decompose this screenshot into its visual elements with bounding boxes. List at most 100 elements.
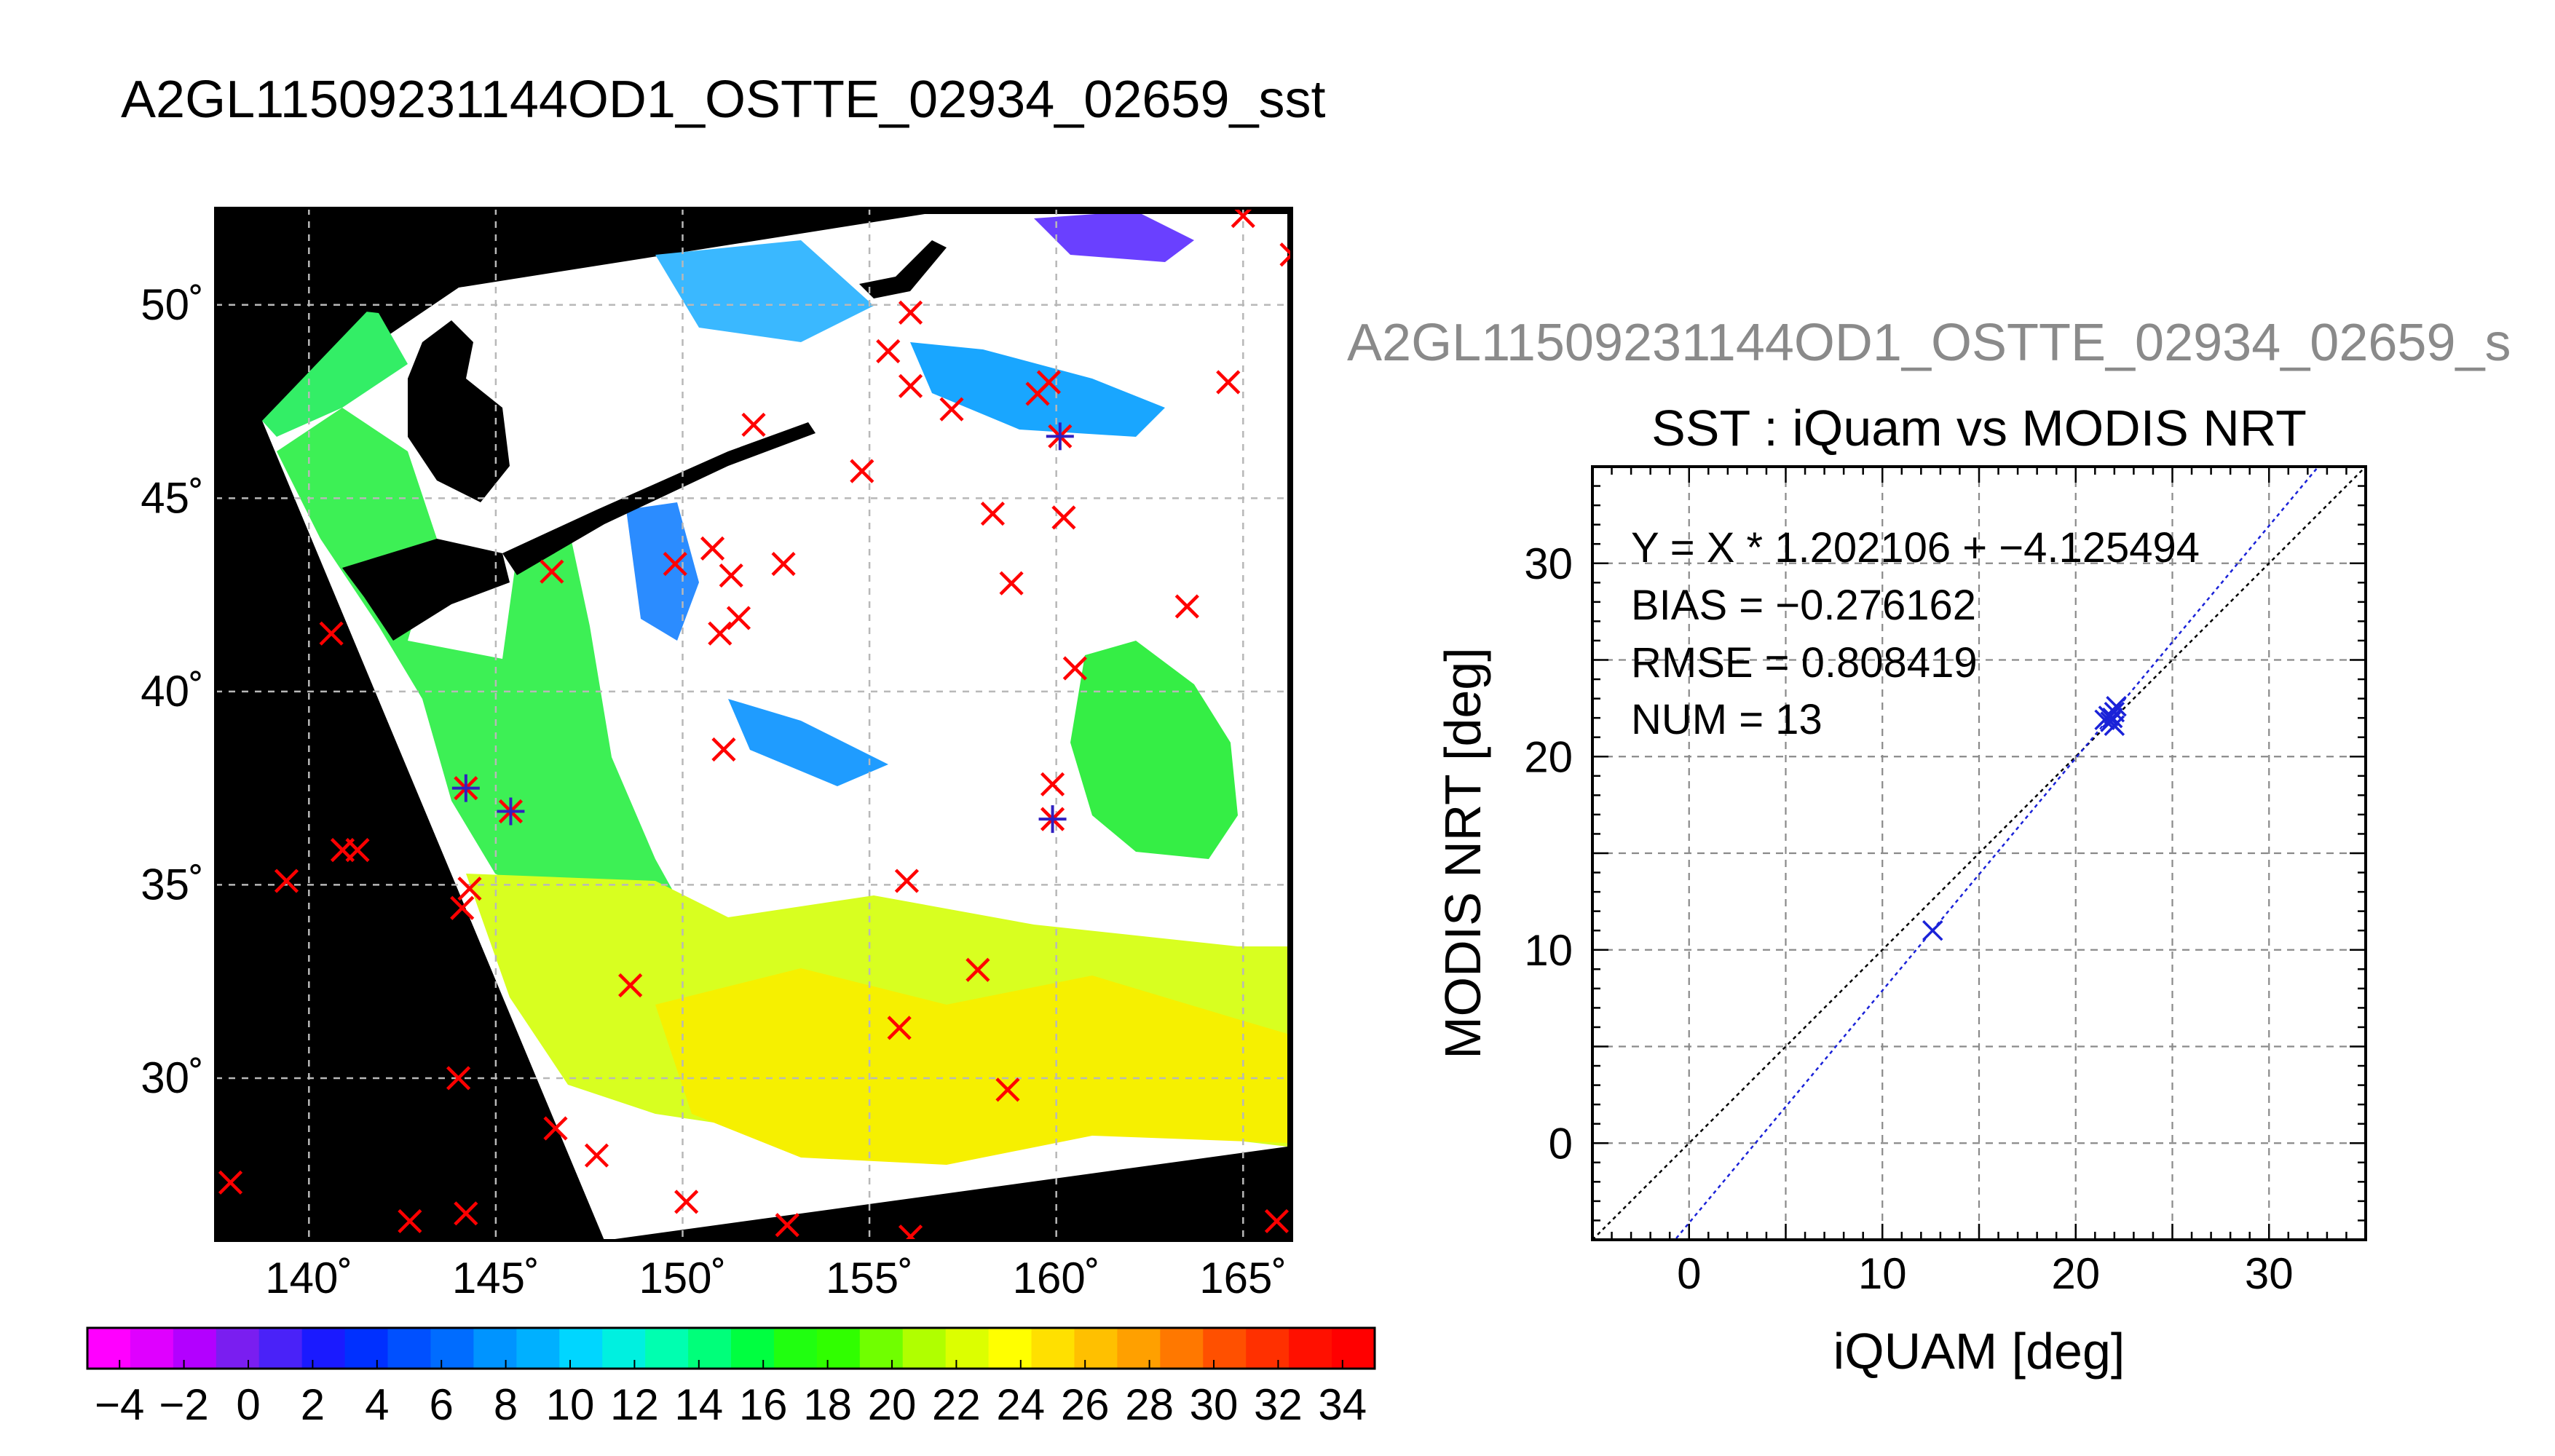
map-point-marker [1264, 1208, 1290, 1234]
colorbar-tick-label: 10 [546, 1380, 595, 1429]
scatter-x-tick-label: 30 [2245, 1249, 2294, 1298]
map-x-tick-label: 155˚ [826, 1254, 913, 1302]
colorbar-cell [216, 1328, 260, 1369]
scatter-lines [1592, 467, 2366, 1240]
colorbar-frame [86, 1326, 1376, 1370]
scatter-x-tick-label: 10 [1858, 1249, 1907, 1298]
scatter-title: SST : iQuam vs MODIS NRT [1651, 400, 2307, 456]
map-point-marker [345, 838, 370, 863]
page-title: A2GL11509231144OD1_OSTTE_02934_02659_sst [121, 71, 1326, 129]
colorbar-cell [516, 1328, 560, 1369]
colorbar-cell [1246, 1328, 1290, 1369]
map-matched-marker [1046, 422, 1074, 451]
map-point-marker [708, 621, 732, 646]
colorbar-cell [387, 1328, 432, 1369]
map-point-marker [741, 412, 766, 437]
colorbar-cell [902, 1328, 947, 1369]
scatter-y-tick-label: 30 [1524, 539, 1573, 588]
swath-yellow-deep [655, 968, 1287, 1165]
map-point-marker [898, 373, 923, 398]
map-point-marker [319, 621, 344, 646]
colorbar-tick-label: 32 [1254, 1380, 1303, 1429]
colorbar-cell [1117, 1328, 1161, 1369]
swath-blue-streak-4 [728, 699, 888, 786]
swath-green-north [262, 306, 408, 437]
sst-map-panel: 140˚ 145˚ 150˚ 155˚ 160˚ 165˚ 50˚ 45˚ 40˚ 35˚ 30˚ [141, 207, 1293, 1302]
map-point-marker [540, 559, 564, 584]
map-point-marker [887, 1016, 912, 1040]
scatter-y-tick-label: 0 [1549, 1119, 1573, 1168]
scatter-point [2098, 705, 2120, 727]
scatter-y-tick-label: 20 [1524, 732, 1573, 781]
colorbar-cell [773, 1328, 818, 1369]
map-y-tick-label: 30˚ [141, 1053, 204, 1102]
map-x-ticks: 140˚ 145˚ 150˚ 155˚ 160˚ 165˚ [265, 1254, 1287, 1302]
colorbar-cell [87, 1328, 131, 1369]
map-point-marker [999, 571, 1024, 596]
map-point-marker [446, 1066, 471, 1091]
colorbar-cell [1203, 1328, 1247, 1369]
colorbar-cell [816, 1328, 861, 1369]
colorbar-cell [258, 1328, 303, 1369]
map-point-marker [1216, 370, 1241, 395]
colorbar-tick-label: 34 [1318, 1380, 1367, 1429]
colorbar-cell [130, 1328, 174, 1369]
map-y-tick-label: 50˚ [141, 280, 204, 329]
colorbar-cell [473, 1328, 517, 1369]
map-y-tick-label: 40˚ [141, 667, 204, 716]
map-gridlines [216, 208, 1292, 1241]
map-point-marker [1051, 505, 1076, 530]
scatter-x-ticks: 0 10 20 30 [1677, 1249, 2294, 1298]
map-point-marker [1040, 772, 1065, 796]
colorbar-cell [731, 1328, 775, 1369]
scatter-point [2101, 707, 2123, 729]
scatter-y-label: MODIS NRT [deg] [1434, 647, 1491, 1059]
colorbar-cell [1332, 1328, 1375, 1369]
colorbar-tick-label: 0 [236, 1380, 260, 1429]
colorbar-cell [602, 1328, 646, 1369]
map-point-marker [700, 536, 725, 561]
colorbar-tick-label: 14 [674, 1380, 723, 1429]
map-point-marker [1036, 370, 1062, 395]
colorbar-tick-label: 16 [739, 1380, 788, 1429]
colorbar-cell [173, 1328, 217, 1369]
map-point-marker [726, 606, 751, 630]
map-matched-marker [451, 774, 480, 802]
map-point-marker [398, 1208, 422, 1234]
colorbar-cell [645, 1328, 689, 1369]
colorbar-cell [945, 1328, 990, 1369]
scatter-panel: 0 10 20 30 0 10 20 30 SST : iQuam vs MODIS NRT… [1434, 400, 2367, 1380]
scatter-x-label: iQUAM [deg] [1833, 1323, 2125, 1380]
land-honshu [342, 539, 510, 641]
colorbar-cell [1031, 1328, 1075, 1369]
colorbar-tick-label: −4 [95, 1380, 144, 1429]
scatter-x-tick-label: 0 [1677, 1249, 1701, 1298]
colorbar-tick-label: 2 [301, 1380, 325, 1429]
map-markers [218, 208, 1292, 1241]
scatter-x-tick-label: 20 [2051, 1249, 2100, 1298]
swath-blue-streak-1 [655, 240, 874, 342]
map-point-marker [1279, 242, 1292, 267]
colorbar-tick-label: 28 [1125, 1380, 1174, 1429]
map-matched-marker [1038, 805, 1067, 834]
map-point-marker [850, 459, 874, 483]
map-point-marker [543, 1116, 568, 1141]
map-point-marker [1174, 594, 1199, 619]
colorbar-tick-label: 24 [996, 1380, 1045, 1429]
map-point-marker [894, 869, 920, 893]
land-kamchatka-tip [859, 240, 947, 298]
map-point-marker [274, 869, 299, 893]
map-point-marker [939, 397, 964, 422]
colorbar-cell [859, 1328, 904, 1369]
colorbar-tick-label: 12 [610, 1380, 659, 1429]
map-point-marker [457, 877, 482, 901]
colorbar-cell [344, 1328, 389, 1369]
map-point-marker [980, 501, 1006, 526]
colorbar-cell [301, 1328, 346, 1369]
land-hokkaido [408, 320, 510, 502]
swath-purple-streak [1034, 211, 1194, 262]
map-point-marker [719, 563, 743, 588]
colorbar: −4 −2 0 2 4 6 8 10 12 14 16 18 20 22 24 26 28 30 32 34 [86, 1326, 1376, 1429]
swath-green-east [1070, 641, 1238, 859]
